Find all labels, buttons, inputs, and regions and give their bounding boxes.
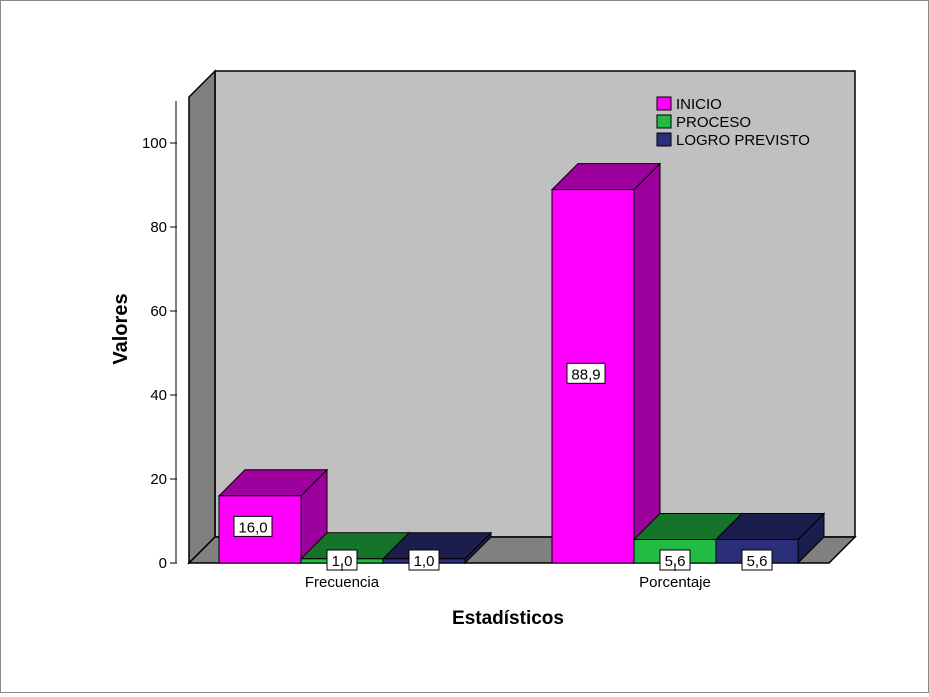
y-tick-label: 20 [150,471,167,488]
data-label: 88,9 [571,366,600,383]
legend-label: INICIO [676,96,722,113]
legend-swatch [656,96,672,111]
y-tick-label: 80 [150,219,167,236]
side-wall [188,69,216,565]
data-label: 5,6 [747,553,768,570]
bar-proceso-porcentaje: 5,6 [632,512,744,571]
bar-logro-previsto-porcentaje: 5,6 [714,512,826,571]
x-axis: Frecuencia Porcentaje [305,563,711,591]
legend-label: PROCESO [676,114,751,131]
x-tick-label: Porcentaje [639,574,711,591]
y-tick-label: 60 [150,303,167,320]
data-label-box [233,515,273,537]
y-tick-label: 100 [142,135,167,152]
legend-swatch [656,114,672,129]
data-label-box [408,549,440,571]
y-tick-label: 0 [159,555,167,572]
data-label-box [566,362,606,384]
y-axis: 0 20 40 60 80 100 [142,101,177,572]
x-axis-label: Estadísticos [452,608,564,629]
legend-label: LOGRO PREVISTO [676,132,810,149]
bar-logro-previsto-frecuencia: 1,0 [381,531,493,571]
data-label: 5,6 [665,553,686,570]
y-tick-label: 40 [150,387,167,404]
x-tick-label: Frecuencia [305,574,380,591]
legend-swatch [656,132,672,147]
data-label: 1,0 [414,553,435,570]
bars: 16,0 1,0 1,0 88,9 5,6 5,6 [217,162,826,571]
y-axis-label: Valores [110,293,132,364]
data-label: 16,0 [238,519,267,536]
bar-inicio-porcentaje: 88,9 [550,162,662,565]
data-label-box [741,549,773,571]
data-label: 1,0 [332,553,353,570]
bar-side [633,162,661,565]
